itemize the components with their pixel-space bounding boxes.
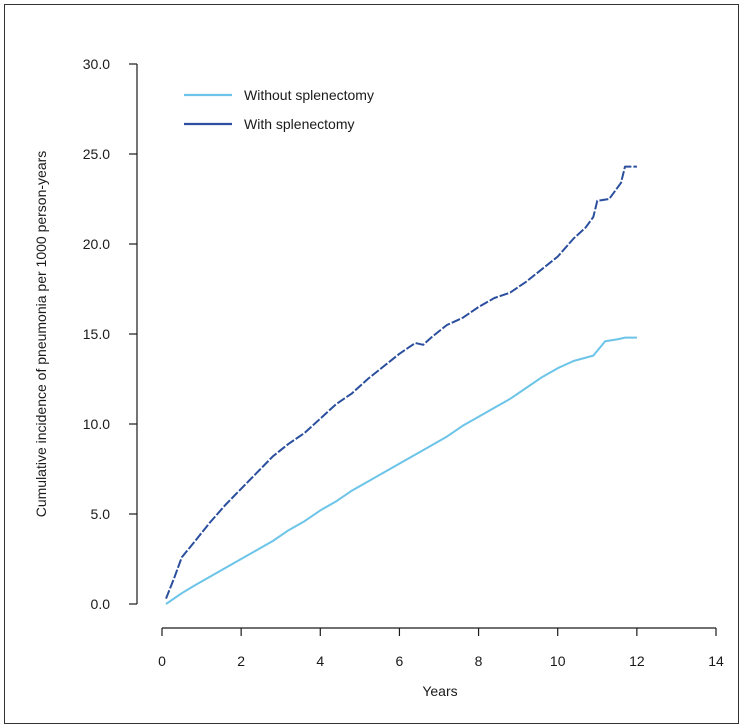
legend-label: With splenectomy [244, 116, 354, 132]
y-tick-label: 15.0 [83, 326, 110, 342]
x-tick-label: 6 [396, 653, 404, 669]
series-line-with-splenectomy [165, 165, 637, 599]
y-tick-label: 25.0 [83, 146, 110, 162]
x-tick-label: 2 [237, 653, 245, 669]
x-tick-label: 14 [708, 653, 724, 669]
y-tick-label: 20.0 [83, 236, 110, 252]
axes: 0.0 5.0 10.0 15.0 20.0 25.0 30.0 0 2 4 6 8 10 12 14 [83, 56, 724, 669]
y-tick-label: 5.0 [91, 506, 111, 522]
x-tick-label: 8 [475, 653, 483, 669]
x-tick-label: 12 [629, 653, 645, 669]
plot-area [165, 165, 637, 605]
x-axis-title: Years [422, 683, 457, 699]
y-axis-title: Cumulative incidence of pneumonia per 10… [33, 151, 49, 518]
series-line-without-splenectomy [165, 336, 637, 605]
x-tick-label: 4 [316, 653, 324, 669]
x-tick-label: 0 [158, 653, 166, 669]
legend-label: Without splenectomy [244, 87, 374, 103]
y-tick-label: 10.0 [83, 416, 110, 432]
y-tick-label: 30.0 [83, 56, 110, 72]
legend: Without splenectomy With splenectomy [184, 87, 374, 132]
y-tick-label: 0.0 [91, 596, 111, 612]
x-tick-label: 10 [550, 653, 566, 669]
